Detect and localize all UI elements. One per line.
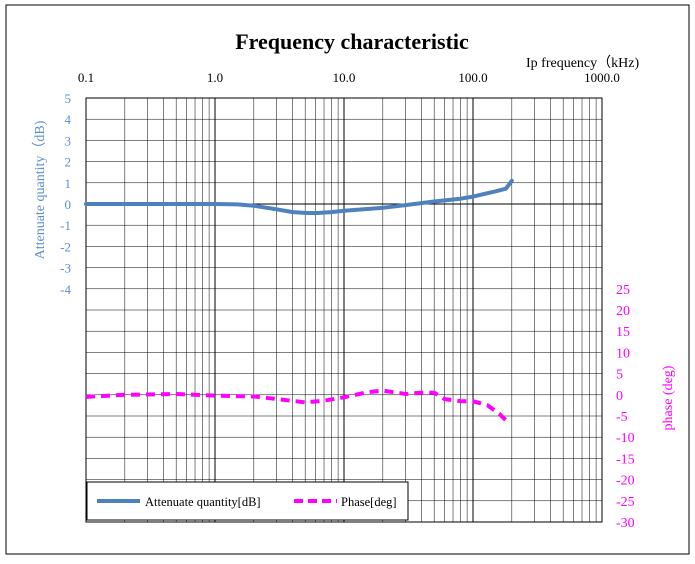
legend-label-attenuation: Attenuate quantity[dB] (145, 495, 261, 509)
y2-tick-label: 0 (616, 389, 623, 404)
y-axis-label: Attenuate quantity（dB) (32, 120, 48, 259)
y2-tick-label: -25 (616, 495, 635, 510)
grid-lines (86, 98, 602, 522)
y2-tick-label: -5 (616, 410, 628, 425)
legend-box (86, 481, 409, 521)
y-tick-label: 2 (65, 155, 72, 170)
series-phase-line (85, 388, 508, 422)
legend-label-phase: Phase[deg] (341, 495, 397, 509)
x-tick-label: 100.0 (458, 70, 487, 85)
y-tick-label: 0 (65, 197, 72, 212)
x-tick-label: 1.0 (207, 70, 223, 85)
y2-tick-label: 10 (616, 346, 630, 361)
x-tick-label: 1000.0 (584, 70, 620, 85)
y2-tick-label: 5 (616, 368, 623, 383)
data-series (84, 178, 514, 422)
legend: Attenuate quantity[dB] Phase[deg] (86, 481, 409, 521)
y2-tick-label: -30 (616, 516, 635, 531)
x-tick-label: 10.0 (333, 70, 356, 85)
y2-tick-label: -20 (616, 474, 635, 489)
y2-tick-label: -10 (616, 431, 635, 446)
y-tick-label: 3 (65, 133, 72, 148)
y2-tick-label: 25 (616, 283, 630, 298)
y-tick-label: -3 (60, 261, 71, 276)
y-tick-label: -4 (60, 282, 71, 297)
y2-tick-label: -15 (616, 452, 635, 467)
x-tick-label: 0.1 (78, 70, 94, 85)
plot-border (85, 97, 603, 523)
y-tick-label: 4 (65, 112, 72, 127)
chart-title: Frequency characteristic (235, 29, 469, 54)
y-tick-label: 5 (65, 91, 72, 106)
y-tick-label: -2 (60, 239, 71, 254)
y-tick-label: -1 (60, 218, 71, 233)
x-axis-label: Ip frequency（kHz) (526, 55, 639, 71)
y2-tick-label: 20 (616, 304, 630, 319)
y2-tick-label: 15 (616, 325, 630, 340)
series-attenuation-line (84, 178, 514, 216)
y-tick-label: 1 (65, 176, 72, 191)
y2-axis-label: phase (deg) (661, 365, 676, 430)
